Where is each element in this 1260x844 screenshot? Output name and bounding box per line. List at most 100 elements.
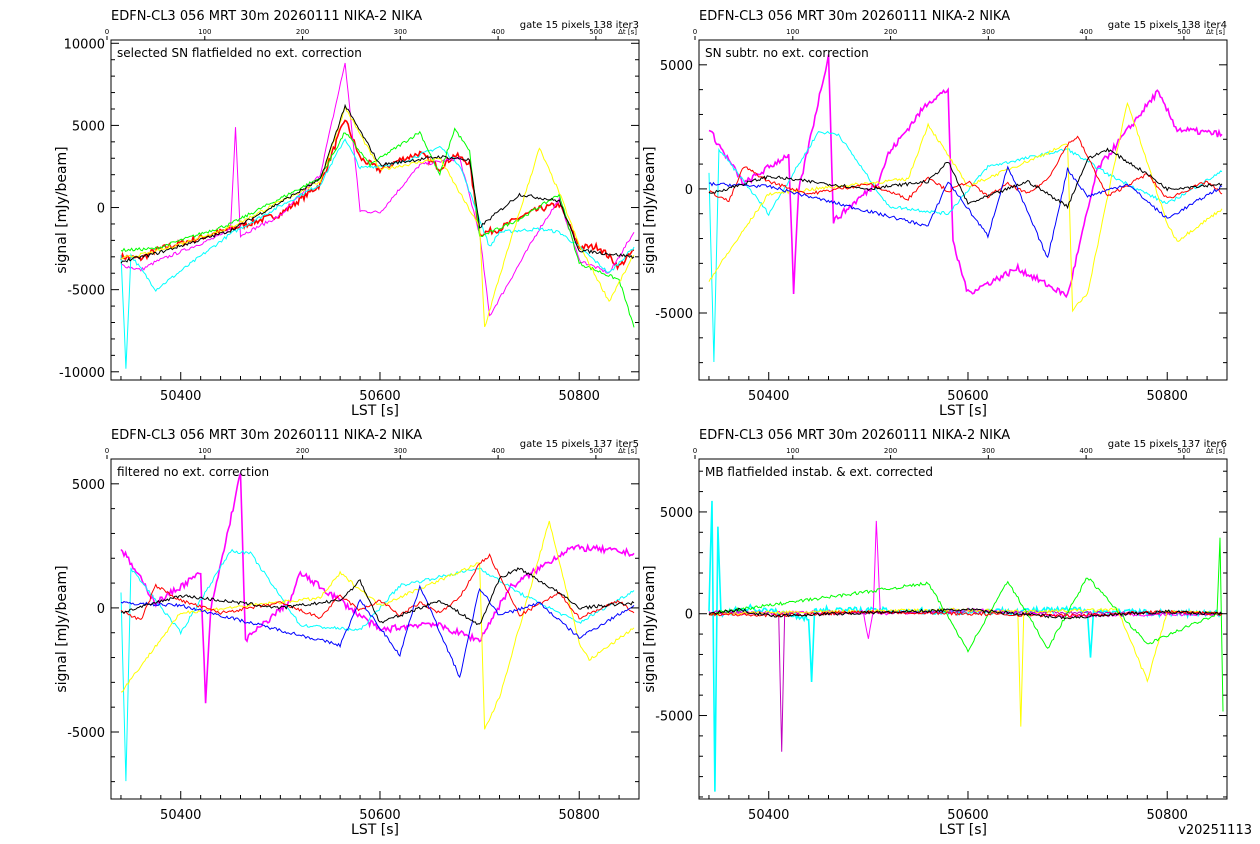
top-tick-label: 400: [1079, 28, 1092, 36]
chart-title: EDFN-CL3 056 MRT 30m 20260111 NIKA-2 NIK…: [699, 9, 1010, 24]
top-tick-label: 500: [1177, 28, 1190, 36]
series-line-high-outlier: [120, 62, 635, 317]
x-axis-label: LST [s]: [351, 822, 399, 838]
chart-title-suffix: gate 15 pixels 138 iter4: [1108, 20, 1227, 31]
plot-frame: [698, 458, 1228, 800]
top-tick-label: 100: [786, 447, 799, 455]
series-line-magenta: [120, 473, 635, 704]
x-axis-label: LST [s]: [351, 403, 399, 419]
top-axis-label: Δt [s]: [618, 447, 637, 455]
y-tick-label: -5000: [655, 710, 693, 725]
series-line-green: [708, 537, 1224, 712]
y-axis-label: signal [mJy/beam]: [54, 146, 70, 273]
top-axis-label: Δt [s]: [618, 28, 637, 36]
series-line-median: [120, 119, 635, 271]
y-axis-label: signal [mJy/beam]: [642, 565, 658, 692]
series-line-cyan: [120, 548, 635, 782]
top-tick-label: 500: [1177, 447, 1190, 455]
chart-title: EDFN-CL3 056 MRT 30m 20260111 NIKA-2 NIK…: [111, 428, 422, 443]
y-tick-label: 5000: [660, 59, 693, 74]
y-tick-label: 5000: [72, 478, 105, 493]
series-line-yellow: [708, 607, 1223, 727]
top-tick-label: 200: [884, 28, 897, 36]
y-tick-label: 0: [97, 202, 105, 217]
series-line-blue: [120, 584, 635, 679]
panel-annotation: SN subtr. no ext. correction: [705, 46, 869, 60]
top-tick-label: 400: [491, 28, 504, 36]
x-tick-label: 50800: [1147, 389, 1188, 404]
series-group: [708, 500, 1224, 792]
y-axis-label: signal [mJy/beam]: [642, 146, 658, 273]
chart-title-suffix: gate 15 pixels 138 iter3: [520, 20, 639, 31]
top-tick-label: 400: [491, 447, 504, 455]
y-tick-label: -5000: [67, 726, 105, 741]
chart-panel-3: 50400 50600 50800 -5000 0 5000 0 100 200 300 400 50…: [54, 428, 640, 838]
top-tick-label: 0: [693, 28, 697, 36]
x-tick-label: 50400: [748, 389, 789, 404]
x-tick-label: 50600: [359, 389, 400, 404]
top-tick-label: 300: [982, 447, 995, 455]
y-tick-label: 0: [97, 602, 105, 617]
y-tick-label: 5000: [72, 119, 105, 134]
x-tick-label: 50600: [947, 808, 988, 823]
y-tick-label: 10000: [64, 37, 105, 52]
series-line-red: [120, 553, 635, 621]
series-group: [120, 62, 635, 369]
top-tick-label: 100: [198, 447, 211, 455]
chart-panel-4: 50400 50600 50800 -5000 0 5000 0 100 200 300 400 50…: [642, 428, 1228, 838]
x-axis-label: LST [s]: [939, 403, 987, 419]
top-tick-label: 100: [786, 28, 799, 36]
x-tick-label: 50600: [359, 808, 400, 823]
chart-title: EDFN-CL3 056 MRT 30m 20260111 NIKA-2 NIK…: [699, 428, 1010, 443]
top-axis-label: Δt [s]: [1206, 28, 1225, 36]
x-tick-label: 50400: [160, 389, 201, 404]
y-axis-label: signal [mJy/beam]: [54, 565, 70, 692]
x-tick-label: 50800: [559, 808, 600, 823]
plot-frame: [110, 39, 640, 381]
series-line-black: [708, 147, 1223, 210]
top-tick-label: 500: [589, 28, 602, 36]
series-line-reference: [120, 103, 635, 264]
series-line-black: [120, 567, 635, 626]
series-line-cyan: [708, 130, 1223, 363]
series-group: [708, 54, 1223, 363]
top-tick-label: 300: [394, 447, 407, 455]
top-tick-label: 500: [589, 447, 602, 455]
series-group: [120, 473, 635, 782]
top-tick-label: 300: [394, 28, 407, 36]
series-line-tail: [121, 105, 635, 328]
series-line-magenta: [708, 520, 1223, 639]
y-tick-label: 5000: [660, 506, 693, 521]
series-line-noisy: [120, 127, 635, 328]
top-tick-label: 0: [105, 28, 109, 36]
series-line-yellow: [120, 520, 635, 730]
top-tick-label: 100: [198, 28, 211, 36]
x-tick-label: 50800: [1147, 808, 1188, 823]
chart-title-suffix: gate 15 pixels 137 iter6: [1108, 439, 1227, 450]
series-line-purple: [708, 609, 1223, 752]
panel-annotation: selected SN flatfielded no ext. correcti…: [117, 46, 362, 60]
top-tick-label: 200: [296, 28, 309, 36]
x-tick-label: 50400: [160, 808, 201, 823]
version-label: v20251113: [1178, 823, 1252, 838]
top-tick-label: 0: [693, 447, 697, 455]
chart-title: EDFN-CL3 056 MRT 30m 20260111 NIKA-2 NIK…: [111, 9, 422, 24]
top-tick-label: 200: [296, 447, 309, 455]
y-tick-label: 0: [685, 183, 693, 198]
x-axis-label: LST [s]: [939, 822, 987, 838]
x-tick-label: 50800: [559, 389, 600, 404]
y-tick-label: -5000: [655, 307, 693, 322]
plot-frame: [698, 39, 1228, 381]
top-tick-label: 400: [1079, 447, 1092, 455]
top-axis-label: Δt [s]: [1206, 447, 1225, 455]
top-tick-label: 0: [105, 447, 109, 455]
x-tick-label: 50400: [748, 808, 789, 823]
series-line-offset: [120, 138, 635, 369]
top-tick-label: 300: [982, 28, 995, 36]
chart-panel-2: 50400 50600 50800 -5000 0 5000 0 100 200 300 400 50…: [642, 9, 1228, 419]
series-line-red: [708, 135, 1223, 203]
top-tick-label: 200: [884, 447, 897, 455]
